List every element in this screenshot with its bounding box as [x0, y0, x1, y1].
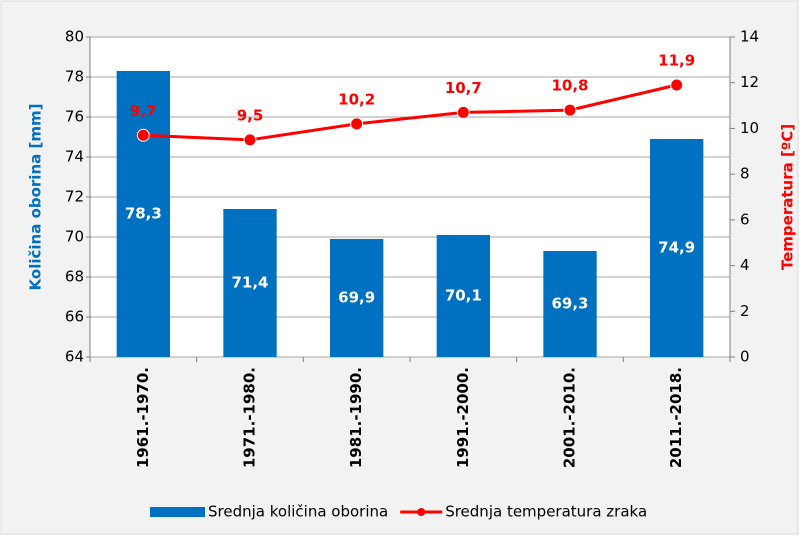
bar — [116, 71, 170, 357]
y-tick-label: 66 — [65, 308, 84, 326]
y2-tick-label: 2 — [740, 302, 750, 320]
bar — [543, 251, 597, 357]
y-axis-title: Količina oborina [mm] — [27, 104, 45, 291]
legend-swatch — [417, 508, 426, 516]
y2-tick-label: 10 — [740, 119, 759, 137]
x-tick-label: 2001.-2010. — [561, 367, 579, 468]
line-marker — [456, 105, 470, 119]
line-marker — [350, 117, 364, 131]
y2-tick-label: 12 — [740, 73, 759, 91]
y-tick-label: 80 — [65, 28, 84, 46]
bar — [436, 235, 490, 357]
y-tick-label: 68 — [65, 268, 84, 286]
legend-label: Srednja temperatura zraka — [445, 503, 647, 521]
data-label: 69,9 — [338, 289, 375, 307]
y-tick-label: 78 — [65, 68, 84, 86]
line-marker — [563, 103, 577, 117]
bar — [650, 139, 704, 357]
y2-tick-label: 0 — [740, 348, 750, 366]
y-tick-label: 64 — [65, 348, 84, 366]
data-label: 10,7 — [445, 79, 482, 97]
y2-tick-label: 4 — [740, 256, 750, 274]
y-tick-label: 76 — [65, 108, 84, 126]
bar — [330, 239, 384, 357]
y-tick-label: 70 — [65, 228, 84, 246]
line-marker — [136, 128, 150, 142]
line — [143, 83, 678, 142]
data-label: 10,8 — [551, 77, 588, 95]
x-tick-label: 1971.-1980. — [241, 367, 259, 468]
x-tick-label: 1991.-2000. — [454, 367, 472, 468]
line-marker — [243, 133, 257, 147]
y-tick-label: 74 — [65, 148, 84, 166]
data-label: 11,9 — [658, 52, 695, 70]
data-label: 78,3 — [125, 205, 162, 223]
data-label: 10,2 — [338, 90, 375, 108]
y-tick-label: 72 — [65, 188, 84, 206]
x-tick-label: 1961.-1970. — [134, 367, 152, 468]
legend-swatch — [150, 507, 205, 517]
line-marker — [670, 78, 684, 92]
data-label: 9,5 — [237, 106, 264, 124]
data-label: 71,4 — [231, 274, 268, 292]
y2-tick-label: 14 — [740, 28, 759, 46]
data-label: 9,7 — [130, 102, 157, 120]
data-label: 70,1 — [445, 287, 482, 305]
data-label: 74,9 — [658, 239, 695, 257]
legend-label: Srednja količina oborina — [208, 503, 388, 521]
x-tick-label: 2011.-2018. — [667, 367, 685, 468]
data-label: 69,3 — [551, 295, 588, 313]
y2-axis-title: Temperatura [ºC] — [779, 124, 797, 270]
y2-tick-label: 8 — [740, 165, 750, 183]
bar — [223, 209, 277, 357]
x-tick-label: 1981.-1990. — [347, 367, 365, 468]
y2-tick-label: 6 — [740, 210, 750, 228]
